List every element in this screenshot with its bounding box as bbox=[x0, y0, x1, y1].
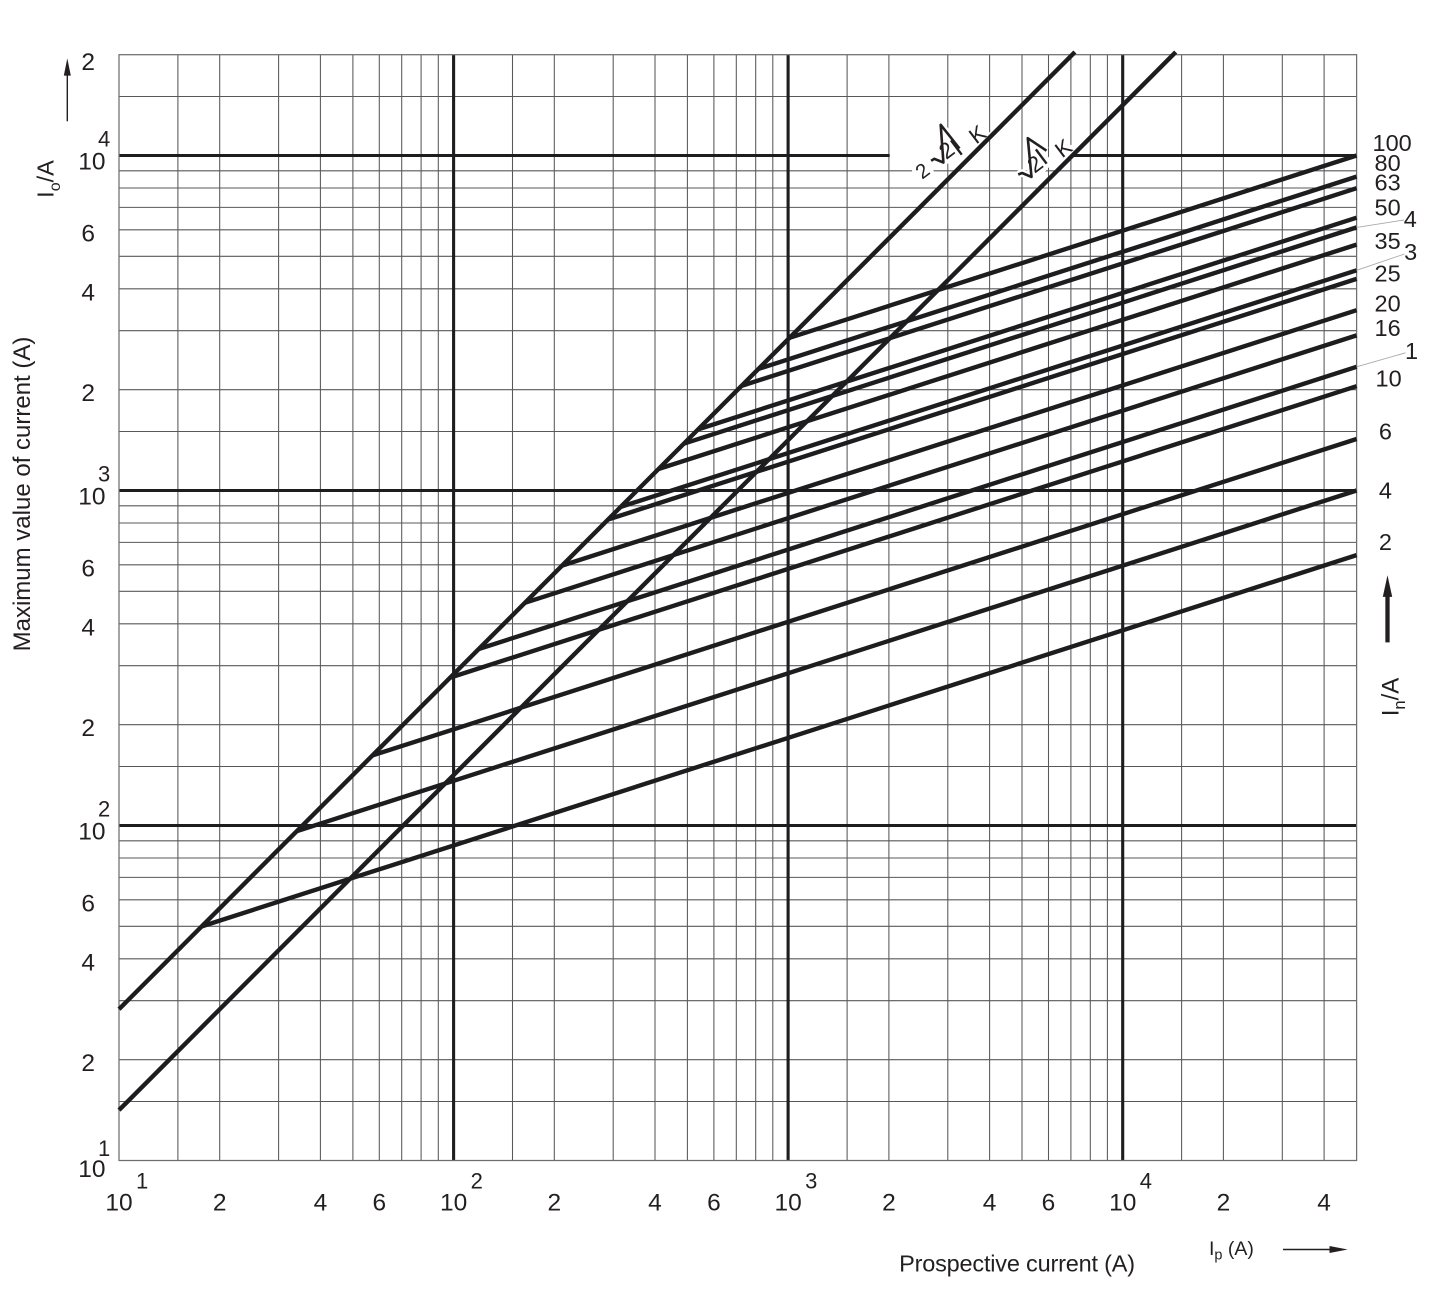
svg-text:4: 4 bbox=[81, 279, 95, 306]
svg-text:50: 50 bbox=[1375, 194, 1401, 220]
svg-text:2: 2 bbox=[81, 715, 95, 742]
svg-text:4: 4 bbox=[983, 1190, 997, 1217]
svg-text:100: 100 bbox=[1373, 130, 1412, 156]
svg-text:2: 2 bbox=[81, 380, 95, 407]
svg-text:10: 10 bbox=[78, 484, 105, 511]
svg-text:6: 6 bbox=[372, 1190, 386, 1217]
svg-text:10: 10 bbox=[78, 149, 105, 176]
svg-text:6: 6 bbox=[81, 220, 95, 247]
svg-text:10: 10 bbox=[78, 819, 105, 846]
svg-text:25: 25 bbox=[1375, 261, 1401, 287]
svg-text:80: 80 bbox=[1375, 150, 1401, 176]
svg-text:4: 4 bbox=[648, 1190, 662, 1217]
svg-text:2: 2 bbox=[81, 49, 95, 76]
svg-text:63: 63 bbox=[1375, 170, 1401, 196]
svg-text:10: 10 bbox=[78, 1156, 105, 1183]
svg-text:10: 10 bbox=[1376, 365, 1402, 391]
svg-text:6: 6 bbox=[81, 555, 95, 582]
svg-text:Prospective current (A): Prospective current (A) bbox=[899, 1251, 1135, 1277]
svg-text:10: 10 bbox=[105, 1190, 132, 1217]
svg-text:2: 2 bbox=[81, 1050, 95, 1077]
svg-text:4: 4 bbox=[314, 1190, 328, 1217]
svg-text:6: 6 bbox=[707, 1190, 721, 1217]
svg-text:20: 20 bbox=[1375, 291, 1401, 317]
svg-text:2: 2 bbox=[98, 797, 110, 822]
svg-text:In/A: In/A bbox=[1378, 678, 1410, 717]
svg-text:6: 6 bbox=[81, 890, 95, 917]
svg-text:10: 10 bbox=[774, 1190, 801, 1217]
svg-text:4: 4 bbox=[1317, 1190, 1331, 1217]
svg-text:1: 1 bbox=[136, 1169, 148, 1194]
svg-text:2: 2 bbox=[471, 1169, 483, 1194]
svg-text:10: 10 bbox=[1109, 1190, 1136, 1217]
svg-text:1: 1 bbox=[98, 1136, 110, 1161]
svg-text:4: 4 bbox=[1404, 206, 1417, 232]
svg-text:35: 35 bbox=[1375, 228, 1401, 254]
svg-text:3: 3 bbox=[805, 1169, 817, 1194]
svg-text:2: 2 bbox=[547, 1190, 561, 1217]
svg-text:6: 6 bbox=[1379, 419, 1392, 445]
svg-text:4: 4 bbox=[98, 127, 110, 152]
svg-text:2: 2 bbox=[882, 1190, 896, 1217]
svg-text:4: 4 bbox=[81, 949, 95, 976]
svg-text:Maximum value of current (A): Maximum value of current (A) bbox=[9, 337, 36, 652]
svg-text:4: 4 bbox=[1140, 1169, 1152, 1194]
svg-text:3: 3 bbox=[98, 462, 110, 487]
svg-text:4: 4 bbox=[81, 614, 95, 641]
svg-text:6: 6 bbox=[1042, 1190, 1056, 1217]
svg-text:16: 16 bbox=[1375, 315, 1401, 341]
svg-text:10: 10 bbox=[440, 1190, 467, 1217]
svg-text:2: 2 bbox=[1217, 1190, 1231, 1217]
svg-text:1: 1 bbox=[1405, 338, 1418, 364]
svg-text:4: 4 bbox=[1379, 478, 1392, 504]
svg-text:2: 2 bbox=[1379, 529, 1392, 555]
svg-text:2: 2 bbox=[213, 1190, 227, 1217]
svg-text:3: 3 bbox=[1404, 239, 1417, 265]
